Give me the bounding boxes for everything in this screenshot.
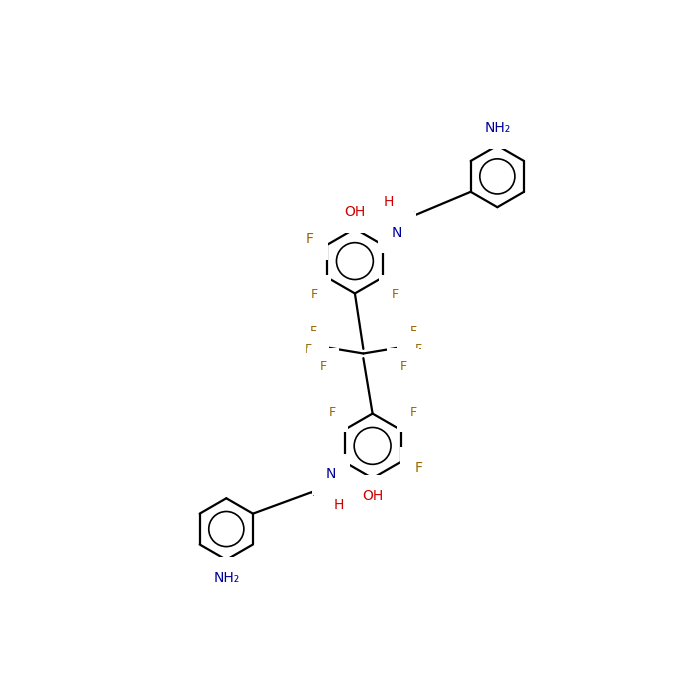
Text: N: N: [326, 468, 336, 482]
Text: F: F: [410, 325, 417, 337]
Text: F: F: [410, 406, 416, 419]
Text: F: F: [304, 343, 312, 356]
Text: OH: OH: [344, 205, 365, 219]
Text: F: F: [415, 343, 422, 356]
Text: F: F: [311, 288, 318, 301]
Text: F: F: [392, 288, 399, 301]
Text: N: N: [391, 225, 402, 239]
Text: F: F: [320, 360, 327, 373]
Text: F: F: [329, 406, 336, 419]
Text: F: F: [306, 232, 314, 246]
Text: O: O: [328, 503, 339, 517]
Text: H: H: [333, 498, 344, 512]
Text: O: O: [389, 190, 400, 204]
Text: H: H: [384, 195, 394, 209]
Text: NH₂: NH₂: [484, 121, 510, 135]
Text: F: F: [310, 325, 317, 337]
Text: NH₂: NH₂: [214, 570, 239, 584]
Text: OH: OH: [362, 489, 383, 503]
Text: F: F: [414, 461, 422, 475]
Text: F: F: [400, 360, 407, 373]
